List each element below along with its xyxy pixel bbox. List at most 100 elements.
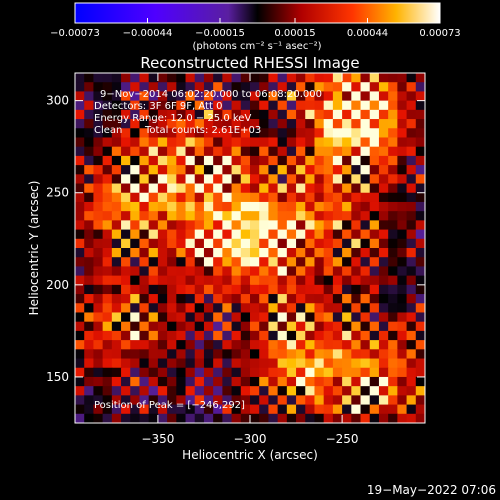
heatmap-cell <box>157 413 168 423</box>
heatmap-cell <box>176 229 187 240</box>
heatmap-cell <box>250 146 260 157</box>
heatmap-cell <box>111 201 122 212</box>
heatmap-cell <box>360 386 371 396</box>
heatmap-cell <box>286 376 297 387</box>
heatmap-cell <box>185 257 196 268</box>
heatmap-cell <box>323 376 334 387</box>
heatmap-cell <box>277 376 288 387</box>
heatmap-cell <box>213 248 223 258</box>
heatmap-cell <box>93 413 104 423</box>
heatmap-cell <box>250 413 260 423</box>
heatmap-cell <box>305 404 316 415</box>
heatmap-cell <box>342 367 352 378</box>
heatmap-cell <box>176 367 187 378</box>
heatmap-cell <box>167 183 177 194</box>
heatmap-cell <box>360 303 371 314</box>
heatmap-cell <box>231 330 242 341</box>
heatmap-cell <box>121 303 131 314</box>
heatmap-cell <box>130 82 141 93</box>
heatmap-cell <box>388 358 398 369</box>
heatmap-cell <box>259 119 270 129</box>
heatmap-cell <box>323 312 334 323</box>
heatmap-cell <box>305 330 316 341</box>
heatmap-cell <box>351 73 362 83</box>
heatmap-cell <box>111 137 122 148</box>
heatmap-cell <box>222 367 233 378</box>
heatmap-cell <box>378 358 389 369</box>
heatmap-cell <box>296 211 306 221</box>
heatmap-cell <box>176 349 187 360</box>
heatmap-cell <box>203 395 214 406</box>
heatmap-cell <box>342 238 352 249</box>
heatmap-cell <box>369 238 380 249</box>
heatmap-cell <box>323 358 334 369</box>
heatmap-cell <box>332 340 343 350</box>
heatmap-cell <box>139 349 150 360</box>
heatmap-cell <box>203 284 214 295</box>
heatmap-cell <box>360 349 371 360</box>
heatmap-cell <box>231 128 242 139</box>
heatmap-cell <box>342 413 352 423</box>
heatmap-cell <box>286 220 297 231</box>
heatmap-cell <box>222 303 233 314</box>
heatmap-cell <box>305 137 316 148</box>
heatmap-cell <box>406 82 417 93</box>
heatmap-cell <box>130 109 141 120</box>
heatmap-cell <box>305 294 316 304</box>
heatmap-cell <box>93 119 104 129</box>
heatmap-cell <box>203 174 214 185</box>
heatmap-cell <box>176 220 187 231</box>
heatmap-cell <box>130 165 141 175</box>
heatmap-cell <box>342 404 352 415</box>
heatmap-cell <box>213 91 223 102</box>
heatmap-cell <box>351 312 362 323</box>
heatmap-cell <box>332 238 343 249</box>
heatmap-cell <box>296 220 306 231</box>
heatmap-cell <box>75 82 85 93</box>
heatmap-cell <box>286 330 297 341</box>
heatmap-cell <box>121 137 131 148</box>
heatmap-cell <box>213 201 223 212</box>
heatmap-cell <box>388 248 398 258</box>
heatmap-cell <box>332 404 343 415</box>
heatmap-cell <box>388 211 398 221</box>
heatmap-cell <box>360 201 371 212</box>
heatmap-cell <box>213 413 223 423</box>
heatmap-cell <box>130 321 141 332</box>
heatmap-cell <box>75 183 85 194</box>
heatmap-cell <box>250 220 260 231</box>
heatmap-cell <box>323 137 334 148</box>
heatmap-cell <box>148 211 159 221</box>
heatmap-cell <box>213 266 223 277</box>
heatmap-cell <box>167 321 177 332</box>
heatmap-cell <box>259 192 270 203</box>
heatmap-cell <box>360 100 371 111</box>
heatmap-cell <box>397 137 408 148</box>
heatmap-cell <box>351 91 362 102</box>
heatmap-cell <box>351 192 362 203</box>
heatmap-cell <box>351 165 362 175</box>
heatmap-cell <box>351 174 362 185</box>
heatmap-cell <box>286 413 297 423</box>
heatmap-cell <box>194 82 205 93</box>
heatmap-cell <box>378 248 389 258</box>
heatmap-cell <box>305 340 316 350</box>
heatmap-cell <box>342 155 352 166</box>
heatmap-cell <box>148 404 159 415</box>
heatmap-cell <box>268 165 279 175</box>
heatmap-cell <box>130 386 141 396</box>
heatmap-cell <box>388 73 398 83</box>
heatmap-cell <box>157 312 168 323</box>
heatmap-cell <box>296 257 306 268</box>
heatmap-cell <box>102 109 113 120</box>
heatmap-cell <box>314 109 325 120</box>
heatmap-cell <box>121 275 131 286</box>
heatmap-cell <box>268 284 279 295</box>
heatmap-cell <box>296 294 306 304</box>
heatmap-cell <box>176 358 187 369</box>
heatmap-cell <box>84 137 95 148</box>
heatmap-cell <box>102 165 113 175</box>
heatmap-cell <box>296 413 306 423</box>
heatmap-cell <box>369 330 380 341</box>
heatmap-cell <box>75 192 85 203</box>
